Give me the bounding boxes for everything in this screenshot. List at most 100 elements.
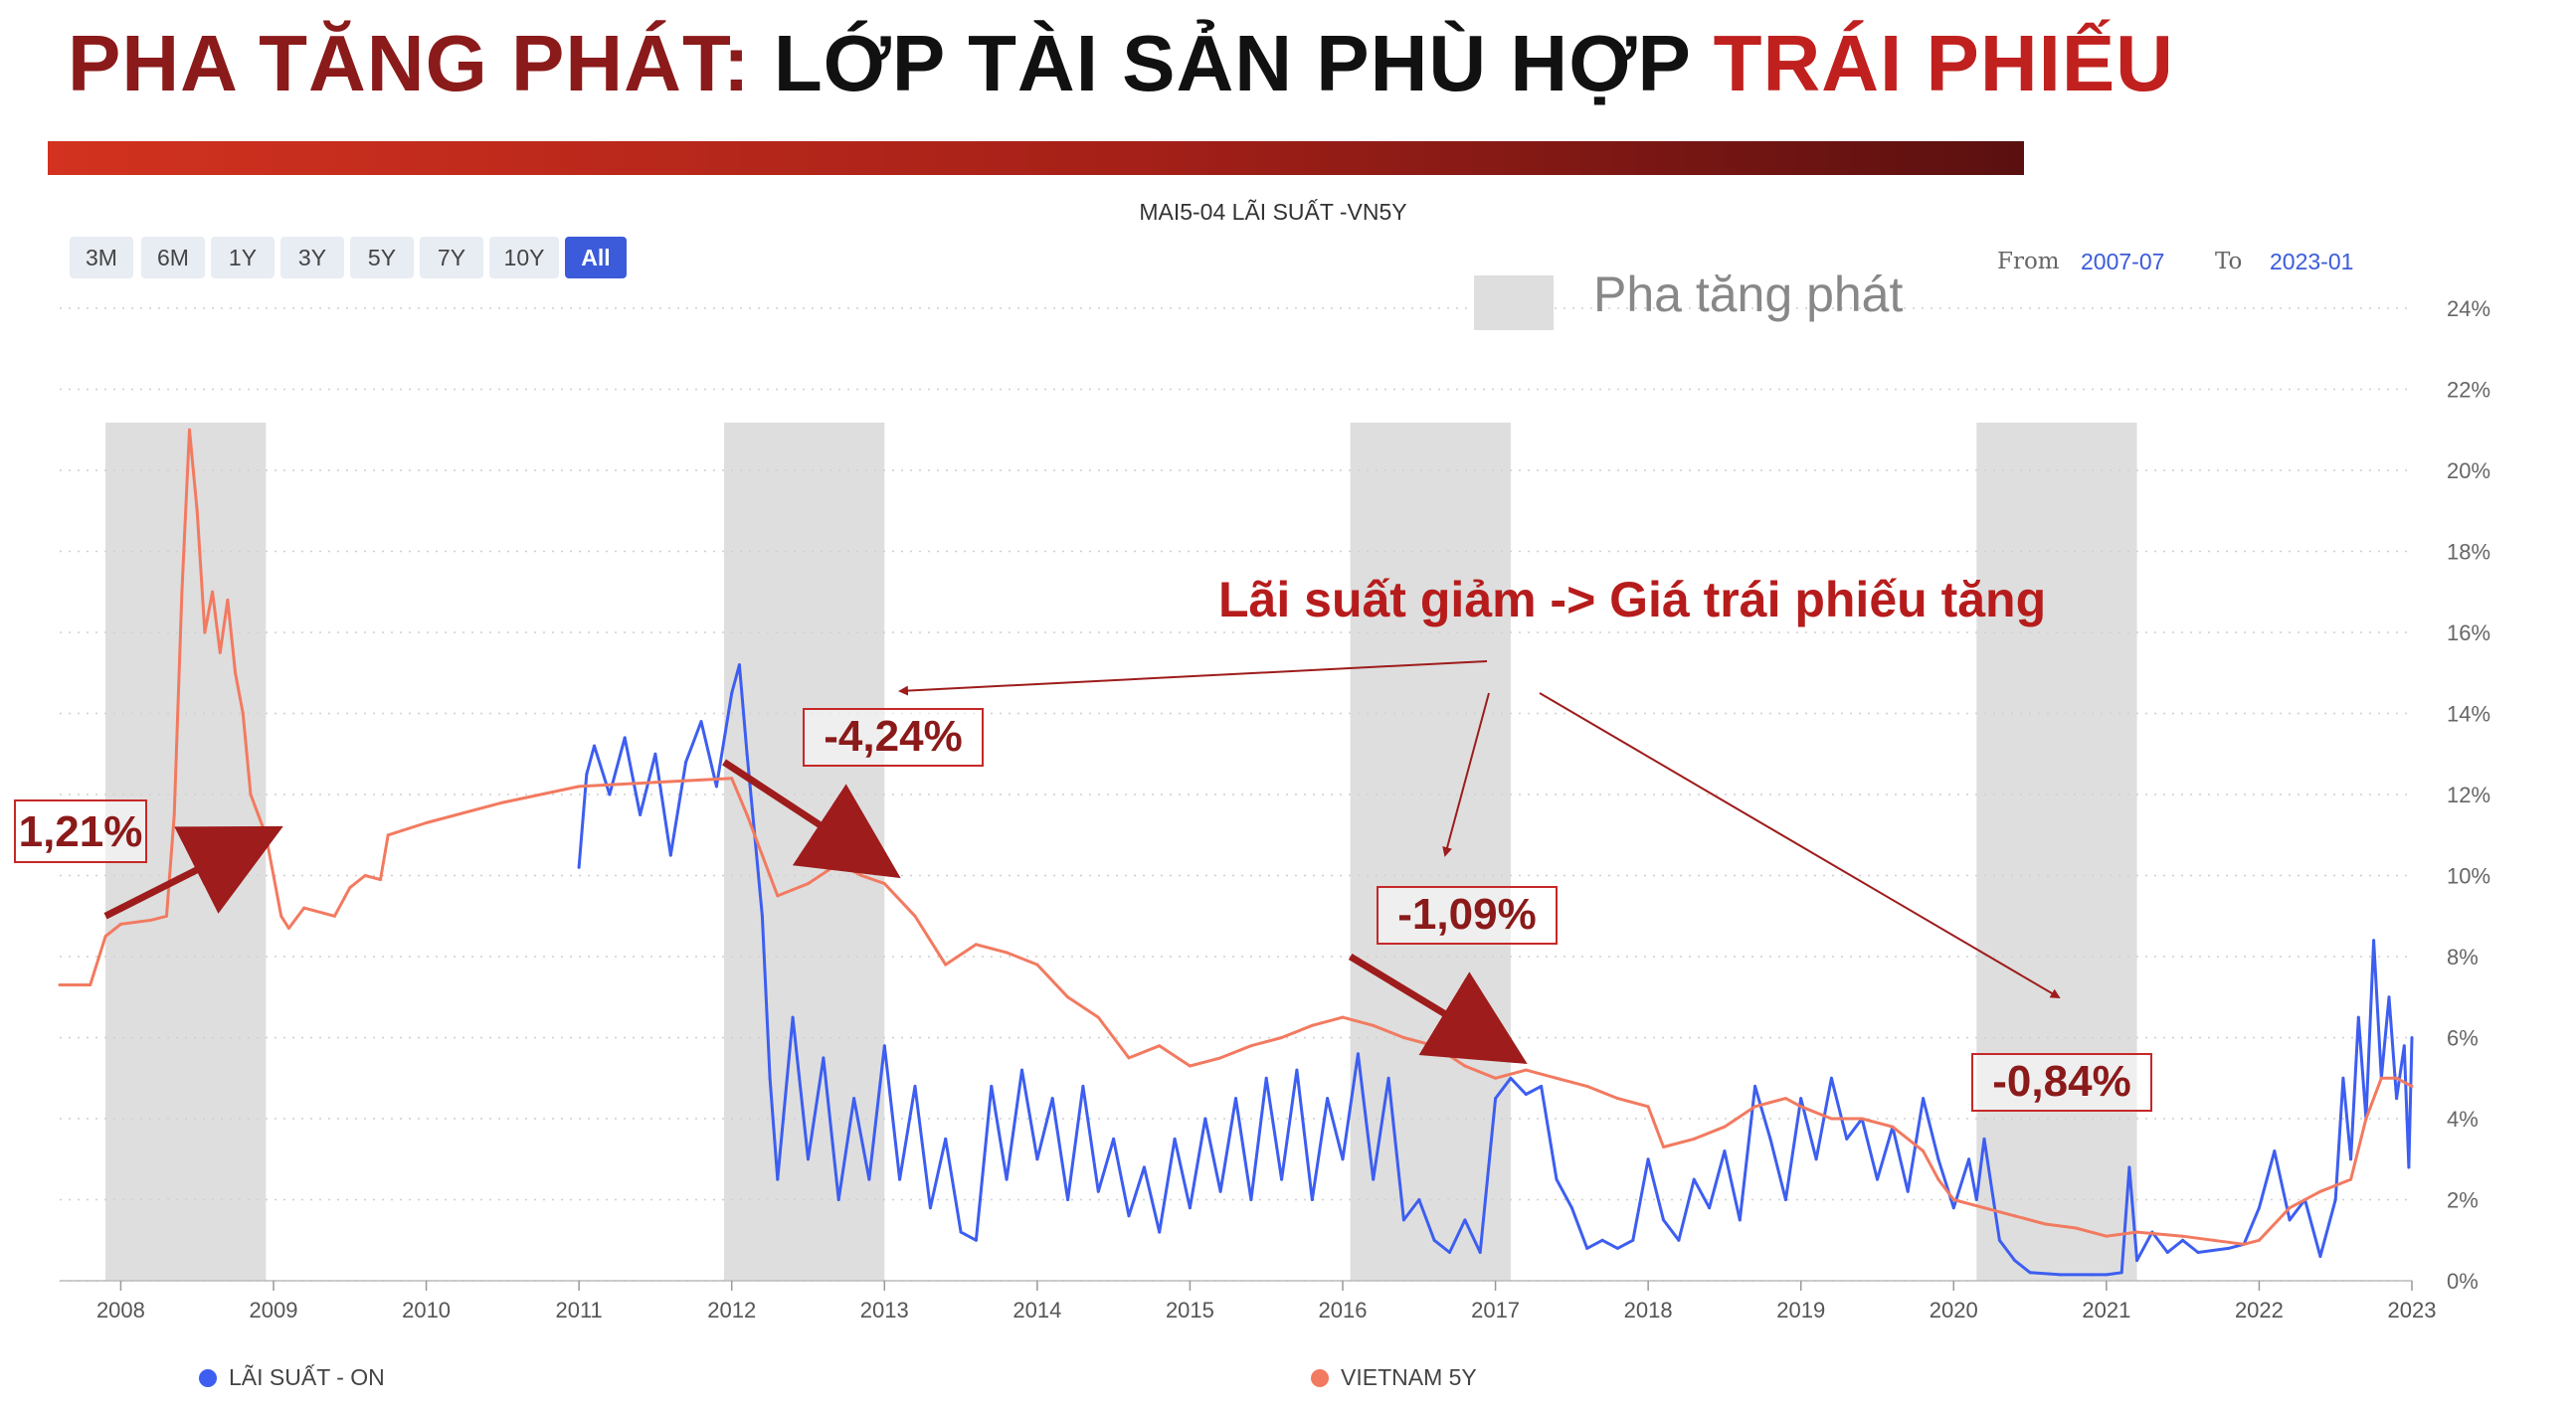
series-point	[1646, 1157, 1650, 1161]
series-point	[1723, 1149, 1727, 1153]
series-point	[425, 821, 429, 824]
y-tick-label: 8%	[2447, 945, 2479, 970]
range-button-3m[interactable]: 3M	[70, 237, 133, 278]
series-point	[1982, 1137, 1986, 1141]
series-point	[699, 720, 703, 724]
series-point	[1188, 1206, 1192, 1210]
series-point	[944, 963, 948, 967]
change-box	[14, 799, 147, 863]
legend-dot-icon	[1311, 1369, 1329, 1387]
range-button-all[interactable]: All	[565, 237, 627, 278]
series-point	[1432, 1238, 1436, 1242]
change-label: -0,84%	[1992, 1057, 2130, 1106]
series-point	[822, 1056, 826, 1060]
x-tick-label: 2019	[1776, 1298, 1825, 1323]
series-point	[1173, 1137, 1177, 1141]
change-label: -4,24%	[824, 712, 962, 761]
series-point	[180, 590, 184, 594]
series-point	[745, 752, 749, 756]
series-point	[1066, 995, 1070, 999]
y-tick-label: 22%	[2447, 378, 2490, 403]
series-line-ls-on	[577, 663, 2414, 1277]
range-button-3y[interactable]: 3Y	[280, 237, 344, 278]
x-tick-label: 2021	[2082, 1298, 2130, 1323]
legend-item-vn5y[interactable]: VIETNAM 5Y	[1311, 1364, 1477, 1391]
x-tick-label: 2017	[1471, 1298, 1520, 1323]
series-point	[577, 785, 581, 789]
to-date-input[interactable]: 2023-01	[2270, 249, 2354, 274]
series-point	[1341, 1015, 1345, 1019]
series-point	[2074, 1226, 2078, 1230]
series-point	[1974, 1198, 1978, 1201]
x-tick-label: 2010	[402, 1298, 451, 1323]
page-headline: PHA TĂNG PHÁT: LỚP TÀI SẢN PHÙ HỢP TRÁI …	[68, 18, 2174, 109]
headline-part2: LỚP TÀI SẢN PHÙ HỢP	[773, 19, 1691, 107]
series-point	[1799, 1097, 1803, 1101]
annotation-headline: Lãi suất giảm -> Giá trái phiếu tăng	[1218, 572, 2046, 627]
series-point	[1982, 1206, 1986, 1210]
series-point	[1906, 1189, 1910, 1193]
series-point	[2402, 1044, 2406, 1048]
series-point	[1753, 1105, 1757, 1109]
series-point	[2227, 1246, 2231, 1250]
series-point	[1738, 1218, 1742, 1222]
series-point	[959, 1230, 963, 1234]
series-point	[1142, 1165, 1146, 1169]
series-point	[913, 1084, 917, 1088]
series-point	[2059, 1273, 2063, 1277]
series-point	[1127, 1214, 1131, 1218]
series-point	[1799, 1105, 1803, 1109]
x-tick-label: 2011	[555, 1298, 602, 1323]
series-point	[585, 773, 589, 777]
series-point	[1585, 1246, 1589, 1250]
pointer-arrow	[1442, 692, 1490, 857]
series-point	[2211, 1238, 2215, 1242]
series-point	[852, 1097, 856, 1101]
headline-banner	[48, 141, 2024, 175]
series-point	[1158, 1044, 1162, 1048]
y-tick-label: 14%	[2447, 702, 2490, 727]
series-point	[1783, 1097, 1787, 1101]
shaded-region-3	[1350, 423, 1511, 1281]
series-point	[1463, 1218, 1467, 1222]
series-point	[226, 598, 230, 602]
series-point	[1280, 1036, 1284, 1039]
series-point	[279, 914, 283, 918]
series-point	[714, 785, 718, 789]
legend-item-ls-on[interactable]: LÃI SUẤT - ON	[199, 1364, 385, 1391]
series-point	[1615, 1097, 1619, 1101]
series-point	[760, 853, 764, 857]
series-point	[58, 983, 62, 986]
series-point	[1234, 1097, 1237, 1101]
series-point	[653, 752, 657, 756]
series-point	[2181, 1238, 2185, 1242]
series-point	[737, 663, 741, 667]
x-tick-label: 2013	[860, 1298, 909, 1323]
range-button-6m[interactable]: 6M	[141, 237, 205, 278]
series-point	[286, 927, 290, 930]
series-point	[2028, 1271, 2032, 1275]
series-point	[768, 1076, 772, 1080]
series-point	[1218, 1189, 1222, 1193]
series-point	[1020, 1068, 1023, 1072]
range-button-1y[interactable]: 1Y	[211, 237, 275, 278]
series-point	[2105, 1273, 2109, 1277]
series-point	[898, 1177, 902, 1181]
series-point	[608, 793, 612, 796]
series-point	[1005, 951, 1009, 955]
series-point	[2127, 1165, 2131, 1169]
range-button-5y[interactable]: 5Y	[350, 237, 414, 278]
series-point	[2410, 1084, 2414, 1088]
series-point	[1448, 1251, 1451, 1254]
range-button-7y[interactable]: 7Y	[420, 237, 483, 278]
series-point	[2341, 1076, 2345, 1080]
from-date-input[interactable]: 2007-07	[2081, 249, 2165, 274]
range-button-10y[interactable]: 10Y	[489, 237, 559, 278]
series-point	[1081, 1084, 1085, 1088]
series-point	[1372, 1023, 1376, 1027]
x-tick-label: 2018	[1624, 1298, 1673, 1323]
series-point	[103, 935, 107, 939]
from-label: From	[1997, 249, 2060, 274]
series-point	[348, 886, 352, 890]
y-tick-label: 20%	[2447, 458, 2490, 483]
